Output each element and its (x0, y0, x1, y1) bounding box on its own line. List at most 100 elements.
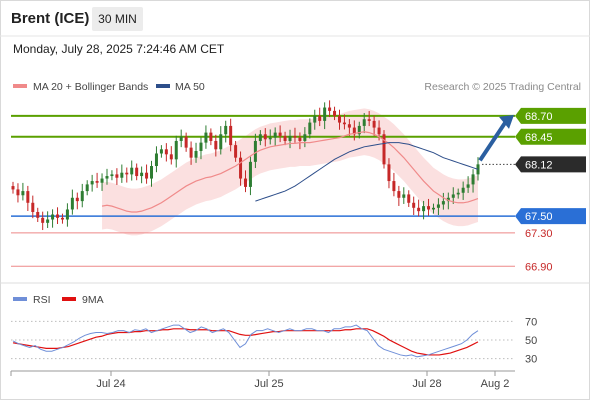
candle (412, 196, 416, 215)
candle-body (253, 140, 257, 162)
candle-body (456, 192, 460, 195)
candle-body (422, 206, 426, 212)
candle-body (60, 217, 64, 220)
candle (140, 166, 144, 184)
candle-body (224, 125, 228, 135)
legend-ma20-swatch (13, 84, 27, 88)
level-tag-67.50 (515, 208, 586, 225)
candle-body (268, 137, 272, 140)
candle (169, 146, 173, 165)
candle (446, 192, 450, 210)
candle-body (179, 136, 183, 141)
level-tag-68.12 (515, 156, 586, 173)
candle (248, 156, 252, 196)
candle-body (402, 194, 406, 198)
candle-body (337, 115, 341, 123)
candle-body (308, 122, 312, 135)
candle-body (313, 115, 317, 123)
candle-body (214, 140, 218, 150)
instrument-title: Brent (ICE) (11, 10, 90, 27)
candle (31, 195, 35, 219)
candle-body (461, 187, 465, 193)
candle-body (288, 135, 292, 141)
candle (342, 114, 346, 130)
candle-body (145, 172, 149, 179)
candle-body (174, 140, 178, 160)
candle (11, 181, 15, 194)
candle (56, 207, 60, 225)
candle (461, 181, 465, 200)
candle-body (164, 149, 168, 155)
candle (159, 145, 163, 158)
candle (105, 168, 109, 185)
candle (382, 130, 386, 169)
timeframe-button[interactable]: 30 MIN (92, 7, 143, 31)
candle-body (367, 119, 371, 121)
candle-body (56, 214, 60, 218)
candle (318, 107, 322, 127)
legend-ma20-label: MA 20 + Bollinger Bands (33, 81, 148, 93)
candle (323, 102, 327, 130)
candle (234, 140, 238, 162)
candle (51, 209, 55, 228)
candle-body (318, 115, 322, 121)
candle (75, 192, 79, 210)
candle (258, 130, 262, 146)
target-arrow-shaft (478, 121, 507, 162)
level-label-67.50: 67.50 (525, 211, 553, 223)
candle-body (258, 134, 262, 141)
candle-body (90, 181, 94, 185)
x-tick-label: Aug 2 (481, 378, 510, 390)
candle-body (273, 132, 277, 138)
candle-body (244, 178, 247, 187)
candle-body (159, 149, 163, 154)
candle (219, 126, 223, 155)
candle (204, 125, 208, 149)
candle-body (51, 214, 55, 220)
legend-rsi-ma-label: 9MA (82, 294, 104, 306)
candle-body (298, 137, 302, 141)
candle-body (263, 134, 267, 140)
candle (150, 160, 154, 187)
candle (278, 125, 282, 143)
candle (357, 121, 361, 139)
candle-body (377, 127, 381, 135)
candle-body (333, 110, 337, 116)
candle-body (283, 135, 287, 141)
rsi-tick-70: 70 (525, 316, 537, 328)
candle (90, 174, 94, 192)
candle-body (293, 135, 297, 138)
candle-body (397, 191, 401, 198)
candle (115, 168, 119, 185)
candle-body (154, 153, 158, 167)
header: Brent (ICE) 30 MIN (0, 0, 590, 36)
candle (154, 146, 158, 173)
candle (372, 115, 376, 136)
candle-body (194, 150, 198, 158)
ma20-line (101, 131, 479, 213)
candle (427, 198, 431, 216)
candle (253, 133, 257, 169)
candle (194, 142, 198, 163)
candle-body (323, 107, 327, 121)
candle (268, 129, 272, 145)
candle-body (303, 134, 307, 141)
candle (179, 129, 183, 148)
level-label-68.45: 68.45 (525, 132, 553, 144)
candle-body (11, 186, 15, 190)
candle (199, 137, 203, 160)
candle (164, 143, 168, 162)
candle-body (41, 217, 45, 223)
candle-body (130, 167, 134, 175)
legend-ma50-label: MA 50 (175, 81, 205, 93)
candle-body (95, 181, 99, 183)
candle-body (169, 154, 173, 160)
candle-body (234, 145, 238, 158)
candle-body (80, 191, 84, 202)
candle (174, 135, 178, 168)
candle (471, 169, 475, 193)
candle (244, 170, 247, 193)
candle (239, 151, 243, 186)
candle (347, 119, 351, 136)
candle (333, 106, 337, 121)
